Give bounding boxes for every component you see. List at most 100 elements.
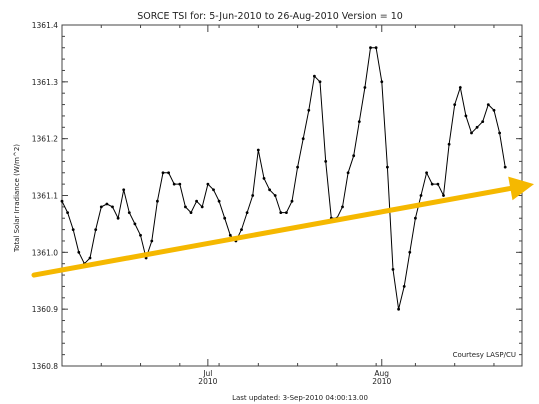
x-tick-sublabel: 2010 [198, 377, 217, 386]
data-point [357, 120, 361, 123]
data-point [492, 108, 496, 112]
data-point [402, 285, 406, 288]
data-point [172, 182, 176, 186]
y-tick-label: 1360.8 [32, 362, 58, 371]
data-point [206, 182, 210, 186]
data-point [273, 194, 277, 197]
courtesy-annotation: Courtesy LASP/CU [453, 351, 516, 359]
data-point [150, 239, 154, 243]
data-point [268, 188, 271, 192]
data-point [184, 205, 187, 209]
data-point [245, 211, 249, 215]
data-point [436, 182, 440, 186]
last-updated-footer: Last updated: 3-Sep-2010 04:00:13.00 [232, 394, 368, 402]
data-point [251, 194, 255, 197]
data-point [475, 125, 479, 129]
data-point [430, 182, 434, 186]
x-tick-sublabel: 2010 [372, 377, 391, 386]
data-point [352, 154, 356, 158]
data-point [307, 108, 311, 112]
y-axis-label: Total Solar Irradiance (W/m^2) [13, 144, 21, 253]
data-point [161, 171, 165, 175]
x-tick-label: Jul [202, 369, 212, 378]
data-point [324, 160, 328, 163]
data-point [464, 114, 468, 118]
data-point [223, 216, 227, 220]
data-point [408, 250, 412, 254]
minor-ticks [61, 24, 522, 367]
x-tick-label: Aug [374, 369, 389, 378]
plot-frame [61, 24, 523, 367]
data-point [240, 228, 243, 232]
data-point [228, 233, 232, 237]
data-point [313, 74, 316, 78]
data-point [200, 205, 204, 209]
data-point [66, 211, 69, 215]
y-tick-label: 1361.1 [32, 192, 58, 201]
trend-arrow-shaft [31, 185, 513, 278]
data-point [279, 211, 283, 215]
data-point [397, 307, 400, 311]
data-point [470, 131, 473, 135]
data-point [425, 171, 428, 175]
data-point [374, 46, 378, 50]
data-point [290, 199, 294, 203]
data-point [296, 165, 299, 169]
data-point [453, 103, 457, 106]
data-point [71, 228, 75, 232]
data-point [419, 194, 423, 197]
data-point [481, 120, 485, 123]
data-point [212, 188, 215, 192]
data-point [77, 250, 81, 254]
data-point [285, 211, 288, 215]
y-tick-label: 1361.0 [32, 248, 58, 257]
trend-arrow [31, 176, 534, 278]
data-point [391, 268, 395, 271]
data-point [178, 182, 182, 186]
data-point [156, 199, 159, 203]
data-point [105, 202, 109, 206]
data-point [94, 228, 98, 232]
data-point [127, 211, 131, 215]
trend-arrow-head [508, 176, 534, 201]
data-point [363, 86, 367, 89]
chart-title: SORCE TSI for: 5-Jun-2010 to 26-Aug-2010… [137, 11, 403, 22]
data-point [503, 165, 507, 169]
data-point [139, 233, 142, 237]
data-point [167, 171, 171, 175]
data-point [442, 194, 445, 197]
y-tick-label: 1361.2 [32, 135, 58, 144]
y-tick-label: 1361.4 [32, 21, 58, 30]
data-point [99, 205, 103, 209]
data-point [122, 188, 126, 192]
tsi-series-points [60, 46, 507, 311]
y-tick-label: 1360.9 [32, 305, 58, 314]
data-point [458, 86, 462, 89]
data-point [380, 80, 384, 84]
data-point [195, 199, 199, 203]
data-point [256, 148, 260, 152]
data-point [116, 216, 120, 220]
data-point [369, 46, 372, 50]
data-point [133, 222, 137, 226]
data-point [301, 137, 305, 141]
tsi-series-line [61, 47, 506, 310]
data-point [414, 216, 417, 220]
data-point [262, 177, 266, 180]
data-point [447, 142, 451, 146]
data-point [486, 103, 490, 106]
data-point [341, 205, 344, 209]
data-point [318, 80, 322, 84]
data-point [346, 171, 350, 175]
data-point [386, 165, 389, 169]
data-point [189, 211, 193, 215]
data-point [217, 199, 221, 203]
data-point [88, 256, 92, 260]
y-tick-label: 1361.3 [32, 78, 58, 87]
data-point [111, 205, 114, 209]
data-point [60, 199, 64, 203]
y-axis-ticks: 1360.8 1360.9 1361.0 1361.1 1361.2 1361.3 1361… [32, 21, 522, 371]
data-point [498, 131, 501, 135]
